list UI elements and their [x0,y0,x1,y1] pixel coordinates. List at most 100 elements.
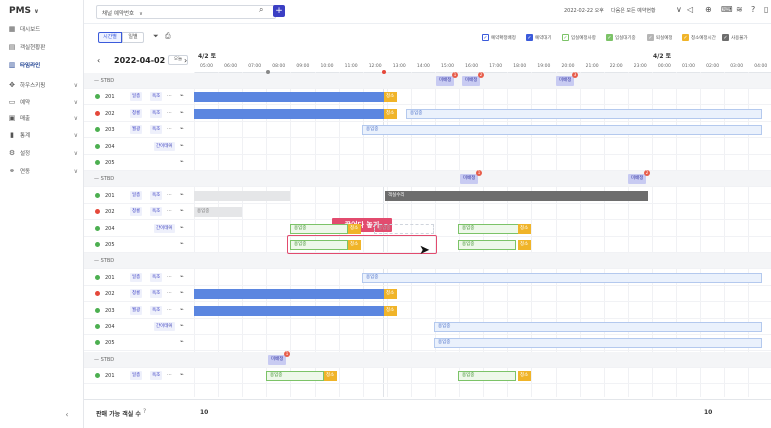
legend-item[interactable]: ✓ 예약대기 [526,34,552,41]
unassigned-chip[interactable]: 미배정 [628,174,647,185]
reservation-bar[interactable]: 용입중 [194,207,242,218]
next-date-button[interactable]: › [184,56,188,65]
today-button[interactable]: 오늘 [168,55,188,65]
search-icon[interactable]: ⌕ [259,5,264,14]
reservation-bar[interactable]: 청소 [324,371,337,382]
user-menu[interactable]: 다음은 모든 예약현황 [611,8,656,14]
reservation-bar[interactable]: 용입중 [362,272,762,283]
keyboard-icon[interactable]: ⌨ [721,5,733,14]
unassigned-chip[interactable]: 미배정 [268,354,287,365]
unassigned-chip[interactable]: 미배정 [460,174,479,185]
reservation-bar[interactable]: 용입중 [362,125,762,136]
checkbox-icon[interactable]: ✓ [647,34,654,41]
tab-timeline[interactable]: 시간별 [98,32,122,43]
reservation-bar[interactable] [194,289,384,300]
unassigned-chip[interactable]: 미배정 [462,76,481,86]
reservation-bar[interactable]: 용입중 [458,371,516,382]
checkbox-icon[interactable]: ✓ [682,34,689,41]
legend-item[interactable]: ✓ 청소예정시간 [682,34,716,41]
app-logo[interactable]: PMS ∨ [9,6,39,16]
cleaning-icon[interactable]: ⌁ [180,223,184,231]
reservation-bar[interactable]: 청소 [518,371,531,382]
tab-daily[interactable]: 일별 [122,32,144,43]
sidebar-item[interactable]: ✥ 하우스키핑 ∨ [8,78,82,92]
cleaning-icon[interactable]: ⌁ [180,322,184,329]
chevron-down-icon[interactable]: ∨ [676,5,682,14]
wifi-icon[interactable]: ≋ [736,5,743,14]
legend-item[interactable]: ✓ 사용불가 [722,34,748,41]
sidebar-item[interactable]: ▦ 대시보드 [8,22,82,36]
reservation-bar[interactable]: 청소 [518,223,531,234]
more-options-icon[interactable]: ... [167,92,172,99]
more-options-icon[interactable]: ... [167,223,172,230]
reservation-bar[interactable]: 청소 [384,92,397,103]
chevron-down-icon[interactable]: ∨ [73,167,78,175]
more-options-icon[interactable]: ... [167,371,172,378]
cleaning-icon[interactable]: ⌁ [180,190,184,198]
cleaning-icon[interactable]: ⌁ [180,272,184,280]
sidebar-item[interactable]: ▥ 타임라인 [8,58,82,72]
sidebar-item[interactable]: ▭ 예약 ∨ [8,95,82,109]
sidebar-item[interactable]: ▤ 객실현황판 [8,40,82,54]
legend-item[interactable]: ✓ 입실대기중 [606,34,636,41]
cleaning-icon[interactable]: ⌁ [180,125,184,133]
reservation-bar[interactable]: 청소 [384,289,397,300]
reservation-bar[interactable]: 용입중 [266,371,324,382]
help-icon[interactable]: ? [143,408,147,415]
chevron-down-icon[interactable]: ∨ [73,131,78,139]
chevron-down-icon[interactable]: ∨ [73,149,78,157]
reservation-bar[interactable]: 용입중 [374,223,434,234]
cleaning-icon[interactable]: ⌁ [180,92,184,100]
sound-icon[interactable]: ◁ [687,5,694,14]
reservation-bar[interactable] [194,108,384,119]
checkbox-icon[interactable]: ✓ [482,34,489,41]
filter-icon[interactable]: ⏷ [153,32,159,40]
sidebar-item[interactable]: ▮ 통계 ∨ [8,128,82,142]
more-options-icon[interactable]: ... [167,125,172,132]
more-options-icon[interactable]: ... [167,190,172,197]
reservation-bar[interactable]: 용입중 [434,338,762,349]
cleaning-icon[interactable]: ⌁ [180,289,184,297]
notification-icon[interactable]: ▯ [764,5,769,14]
reservation-bar[interactable] [194,92,384,103]
collapse-sidebar-icon[interactable]: ‹ [65,410,69,419]
help-icon[interactable]: ? [751,5,756,14]
unassigned-chip[interactable]: 미배정 [436,76,455,86]
checkbox-icon[interactable]: ✓ [606,34,613,41]
add-reservation-button[interactable]: + [273,5,285,17]
chevron-down-icon[interactable]: ∨ [73,81,78,89]
more-options-icon[interactable]: ... [167,305,172,312]
reservation-bar[interactable]: 청소 [518,240,531,250]
cleaning-icon[interactable]: ⌁ [180,158,184,165]
cleaning-icon[interactable]: ⌁ [180,240,184,247]
reservation-bar[interactable]: 청소 [384,108,397,119]
cleaning-icon[interactable]: ⌁ [180,338,184,346]
previous-date-button[interactable]: ‹ [97,56,101,65]
chevron-down-icon[interactable]: ∨ [34,8,39,15]
reservation-bar[interactable]: 객실수리 [385,190,648,201]
reservation-bar[interactable]: 청소 [348,240,361,250]
cleaning-icon[interactable]: ⌁ [180,305,184,313]
sidebar-item[interactable]: ⚭ 연동 ∨ [8,164,82,178]
legend-item[interactable]: ✓ 입실예정사항 [562,34,596,41]
reservation-bar[interactable] [194,190,290,201]
legend-item[interactable]: ✓ 퇴실예정 [647,34,673,41]
sidebar-item[interactable]: ▣ 매출 ∨ [8,111,82,125]
reservation-bar[interactable]: 용입중 [434,322,762,332]
reservation-bar[interactable]: 용입중 [290,240,348,250]
print-icon[interactable]: ⎙ [165,32,171,40]
more-options-icon[interactable]: ... [167,108,172,115]
checkbox-icon[interactable]: ✓ [722,34,729,41]
sidebar-item[interactable]: ⚙ 설정 ∨ [8,146,82,160]
cleaning-icon[interactable]: ⌁ [180,371,184,379]
chevron-down-icon[interactable]: ∨ [73,98,78,106]
reservation-bar[interactable]: 청소 [348,223,361,234]
reservation-bar[interactable]: 용입중 [406,108,762,119]
more-options-icon[interactable]: ... [167,141,172,148]
reservation-bar[interactable]: 청소 [384,305,397,316]
checkbox-icon[interactable]: ✓ [526,34,533,41]
legend-item[interactable]: ✓ 예약확정배정 [482,34,516,41]
chevron-down-icon[interactable]: ∨ [73,114,78,122]
checkbox-icon[interactable]: ✓ [562,34,569,41]
reservation-search-select[interactable]: 채널 예약번호 ∨ [96,5,276,19]
